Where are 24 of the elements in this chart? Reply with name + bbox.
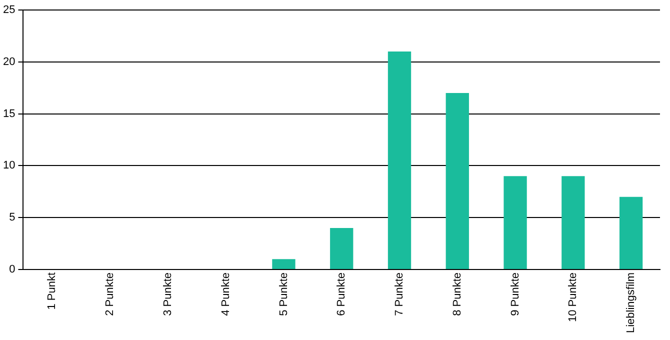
bar (388, 52, 412, 269)
x-tick-label: 1 Punkt (46, 272, 58, 310)
x-tick-label: 5 Punkte (278, 272, 290, 316)
bar (504, 176, 527, 269)
bar (446, 93, 469, 269)
x-tick-label: 2 Punkte (104, 272, 116, 316)
bar (562, 176, 585, 269)
bar (330, 228, 354, 269)
y-tick-label: 5 (9, 212, 16, 224)
y-tick-label: 20 (2, 56, 16, 68)
x-tick-label: Lieblingsfilm (625, 272, 638, 334)
y-tick-label: 0 (9, 264, 16, 276)
x-tick-label: 7 Punkte (394, 272, 406, 316)
x-tick-label: 8 Punkte (451, 272, 464, 316)
x-tick-label: 4 Punkte (220, 272, 232, 316)
bar (272, 259, 296, 269)
x-tick-label: 9 Punkte (509, 272, 522, 316)
x-tick-label: 3 Punkte (162, 272, 174, 316)
y-tick-label: 15 (2, 108, 16, 120)
x-tick-label: 6 Punkte (336, 272, 348, 316)
y-tick-label: 25 (2, 4, 16, 16)
bar (619, 196, 643, 269)
x-tick-label: 10 Punkte (567, 272, 580, 322)
y-tick-label: 10 (2, 160, 16, 172)
